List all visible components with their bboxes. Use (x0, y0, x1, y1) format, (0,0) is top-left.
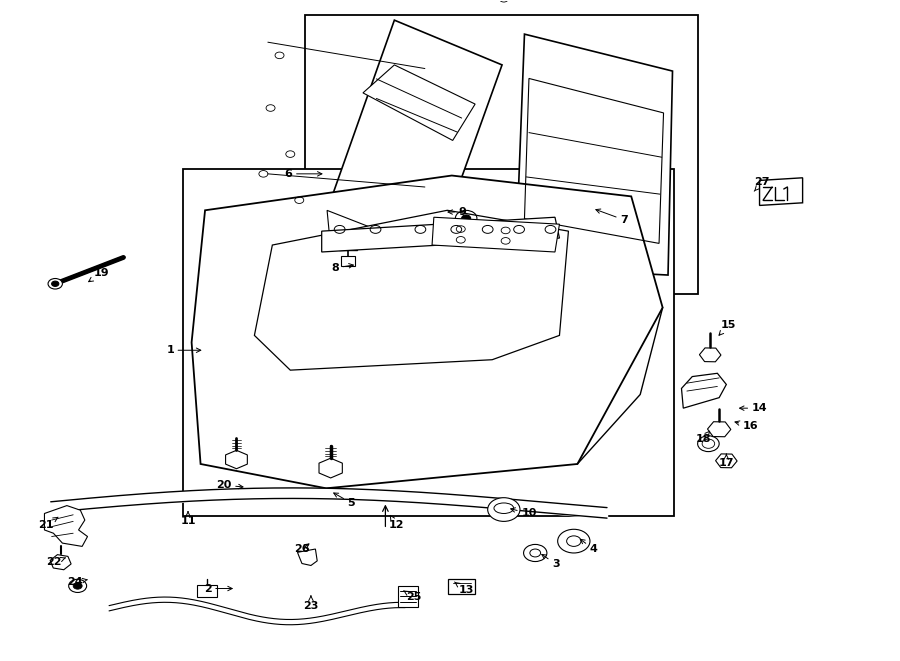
Text: 25: 25 (403, 591, 422, 602)
Text: 15: 15 (719, 320, 736, 335)
Circle shape (48, 278, 62, 289)
Circle shape (698, 436, 719, 451)
Polygon shape (298, 549, 317, 565)
Text: 17: 17 (718, 454, 734, 469)
Text: 2: 2 (204, 584, 232, 594)
Bar (398, 586, 418, 607)
Text: 20: 20 (216, 480, 243, 490)
Polygon shape (327, 20, 502, 253)
Polygon shape (327, 210, 435, 272)
Text: 7: 7 (596, 209, 628, 225)
Ellipse shape (494, 503, 514, 514)
Polygon shape (516, 34, 672, 275)
Text: 26: 26 (294, 544, 310, 554)
Circle shape (524, 545, 547, 562)
Text: 19: 19 (89, 268, 110, 282)
Text: 4: 4 (580, 539, 598, 554)
Circle shape (51, 281, 59, 286)
Polygon shape (44, 506, 87, 547)
Bar (340, 256, 355, 266)
Bar (448, 579, 475, 594)
Circle shape (462, 215, 471, 221)
Text: 23: 23 (303, 596, 319, 611)
Text: 14: 14 (740, 403, 768, 413)
Polygon shape (321, 217, 560, 252)
Text: 6: 6 (284, 169, 322, 179)
Text: 16: 16 (735, 421, 759, 431)
Text: 27: 27 (754, 177, 770, 191)
Polygon shape (681, 373, 726, 408)
Polygon shape (53, 256, 125, 284)
Polygon shape (192, 176, 662, 488)
Text: 1: 1 (166, 345, 201, 355)
Text: 11: 11 (180, 512, 196, 526)
Polygon shape (363, 65, 475, 140)
Polygon shape (432, 217, 560, 252)
Circle shape (73, 582, 82, 589)
Text: 5: 5 (334, 493, 356, 508)
Polygon shape (255, 210, 569, 370)
Text: 12: 12 (389, 516, 404, 529)
Bar (304, 15, 698, 294)
Text: 24: 24 (68, 577, 87, 587)
Bar (197, 585, 217, 597)
Text: 3: 3 (542, 555, 560, 569)
Text: 9: 9 (448, 207, 466, 217)
Text: 18: 18 (696, 431, 711, 444)
Text: 21: 21 (39, 517, 58, 529)
Text: 22: 22 (46, 557, 66, 567)
Text: 13: 13 (454, 582, 473, 596)
Text: 8: 8 (331, 263, 354, 273)
Text: 10: 10 (510, 508, 536, 518)
Circle shape (558, 529, 590, 553)
Polygon shape (760, 178, 803, 206)
Bar (183, 169, 674, 516)
Circle shape (488, 498, 520, 522)
